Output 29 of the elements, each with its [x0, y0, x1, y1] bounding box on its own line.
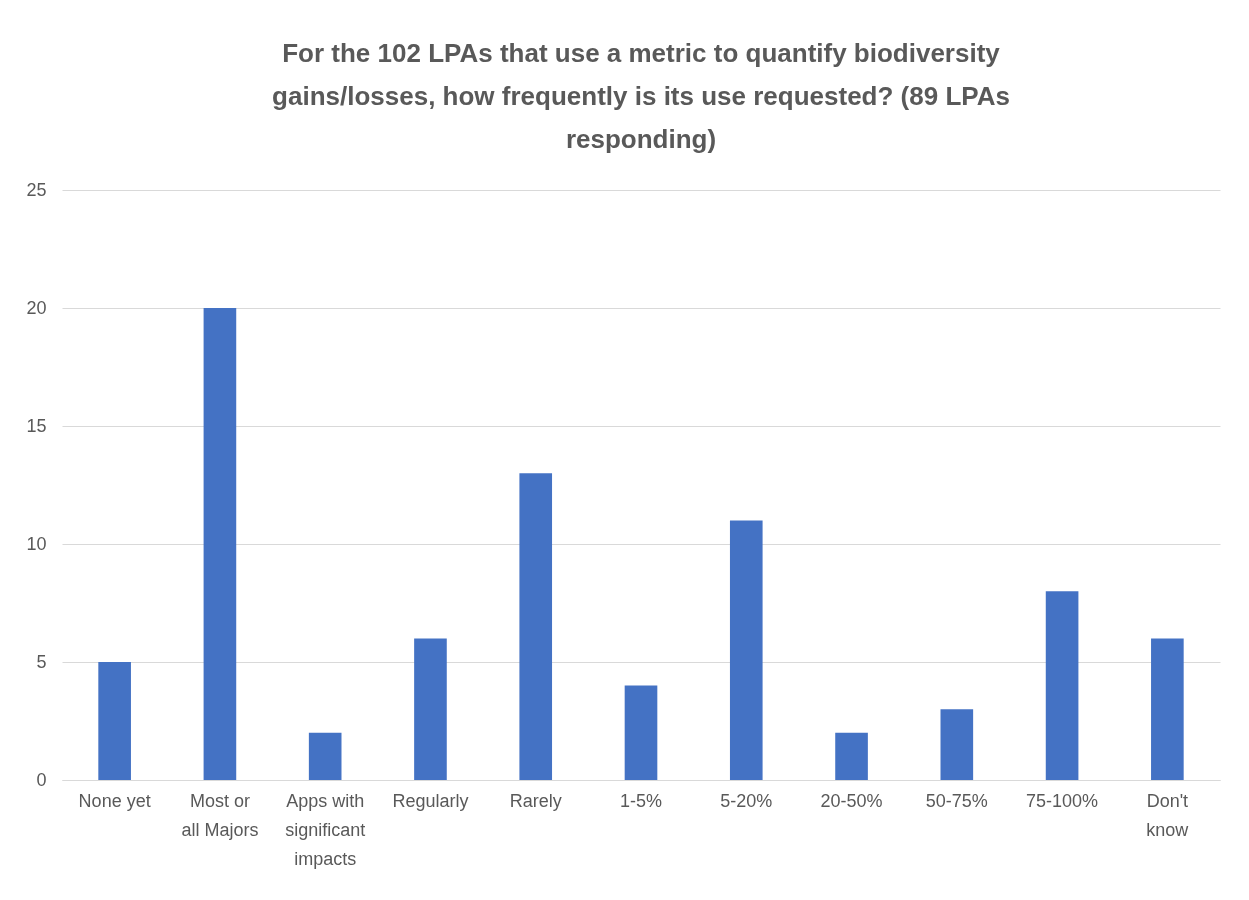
- bar: [1045, 591, 1079, 780]
- bar: [203, 308, 237, 780]
- y-tick-label: 25: [26, 179, 47, 200]
- bar: [1151, 638, 1184, 780]
- y-tick-label: 5: [36, 651, 47, 672]
- x-tick-label: Rarely: [509, 790, 562, 811]
- y-tick-label: 10: [26, 533, 47, 554]
- bar: [308, 732, 342, 780]
- y-tick-label: 15: [26, 415, 47, 436]
- bar: [414, 638, 447, 780]
- x-tick-label: 50-75%: [925, 790, 988, 811]
- bar: [98, 662, 131, 780]
- x-tick-label: 5-20%: [720, 790, 773, 811]
- x-tick-label: Regularly: [392, 790, 469, 811]
- x-tick-label: Don't know: [1146, 790, 1190, 840]
- x-tick-label: Most or all Majors: [181, 790, 259, 840]
- bar: [729, 520, 763, 780]
- y-tick-label: 0: [36, 769, 47, 790]
- y-tick-label: 20: [26, 297, 47, 318]
- x-tick-label: 75-100%: [1026, 790, 1099, 811]
- bar: [519, 473, 553, 780]
- bar: [835, 732, 868, 780]
- x-tick-label: 1-5%: [619, 790, 663, 811]
- x-tick-label: Apps with significant impacts: [285, 790, 366, 869]
- bar: [940, 709, 974, 780]
- bar: [624, 685, 658, 780]
- x-tick-label: 20-50%: [820, 790, 883, 811]
- x-tick-label: None yet: [78, 790, 151, 811]
- chart-title: For the 102 LPAs that use a metric to quantify biodiversity gains/losses, how frequently is its use requested? (89 LPAs responding): [272, 38, 1010, 154]
